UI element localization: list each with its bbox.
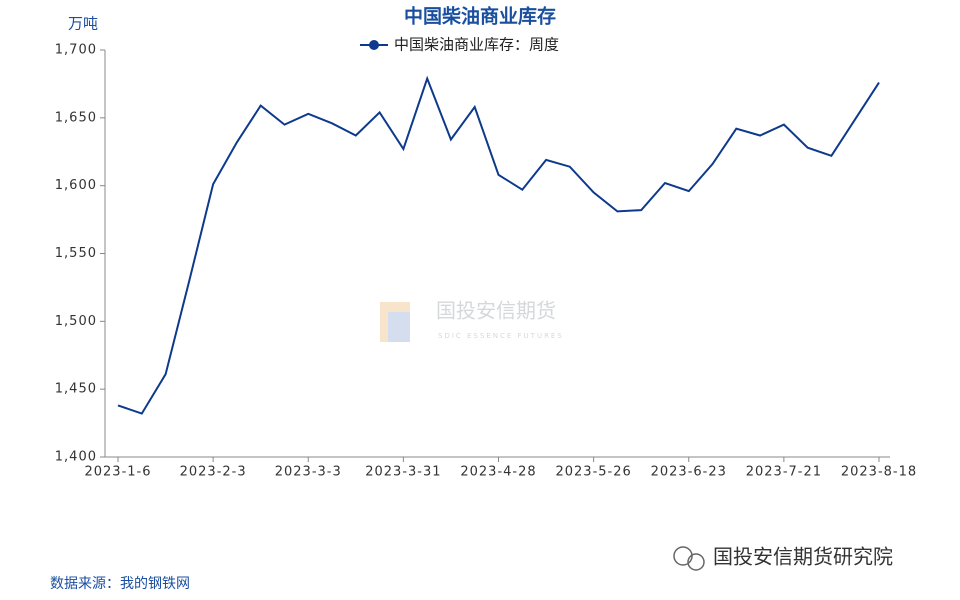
y-unit: 万吨 <box>68 15 98 33</box>
x-tick-label: 2023-4-28 <box>460 465 536 480</box>
source-note: 数据来源：我的钢铁网 <box>50 576 190 592</box>
legend-label: 中国柴油商业库存：周度 <box>394 36 559 54</box>
watermark-text: SDIC ESSENCE FUTURES <box>438 332 564 340</box>
footer-brand: 国投安信期货研究院 <box>673 545 893 571</box>
x-tick-label: 2023-6-23 <box>651 465 727 480</box>
legend-marker <box>369 40 379 50</box>
wechat-icon <box>687 553 705 571</box>
y-tick-label: 1,700 <box>55 43 97 58</box>
watermark-logo <box>380 302 410 342</box>
x-tick-label: 2023-2-3 <box>180 465 247 480</box>
watermark-text: 国投安信期货 <box>436 299 556 323</box>
x-tick-label: 2023-3-31 <box>365 465 441 480</box>
x-tick-label: 2023-7-21 <box>746 465 822 480</box>
x-tick-label: 2023-1-6 <box>84 465 151 480</box>
watermark: 国投安信期货 SDIC ESSENCE FUTURES <box>380 299 564 342</box>
y-tick-label: 1,400 <box>55 450 97 465</box>
wechat-icon <box>673 546 693 566</box>
x-tick-label: 2023-5-26 <box>555 465 631 480</box>
y-tick-label: 1,450 <box>55 382 97 397</box>
x-tick-label: 2023-8-18 <box>841 465 917 480</box>
y-tick-label: 1,500 <box>55 314 97 329</box>
series-line <box>117 75 880 415</box>
y-tick-label: 1,550 <box>55 246 97 261</box>
chart-title: 中国柴油商业库存 <box>404 5 556 28</box>
x-tick-label: 2023-3-3 <box>275 465 342 480</box>
y-tick-label: 1,600 <box>55 178 97 193</box>
y-tick-label: 1,650 <box>55 110 97 125</box>
footer-text: 国投安信期货研究院 <box>713 545 893 569</box>
watermark-logo <box>388 312 410 342</box>
